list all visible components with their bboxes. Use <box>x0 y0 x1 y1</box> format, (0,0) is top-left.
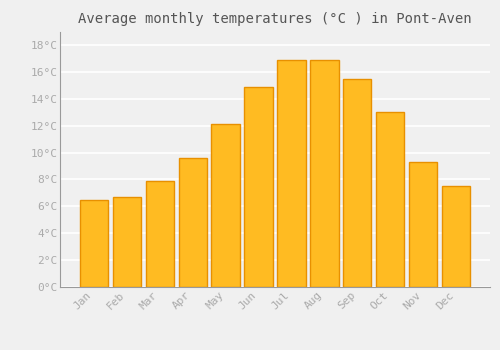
Bar <box>178 158 206 287</box>
Bar <box>310 60 338 287</box>
Bar <box>212 124 240 287</box>
Bar <box>410 162 438 287</box>
Bar <box>442 186 470 287</box>
Bar <box>146 181 174 287</box>
Bar <box>344 78 371 287</box>
Title: Average monthly temperatures (°C ) in Pont-Aven: Average monthly temperatures (°C ) in Po… <box>78 12 472 26</box>
Bar <box>112 197 140 287</box>
Bar <box>278 60 305 287</box>
Bar <box>80 199 108 287</box>
Bar <box>244 87 272 287</box>
Bar <box>376 112 404 287</box>
